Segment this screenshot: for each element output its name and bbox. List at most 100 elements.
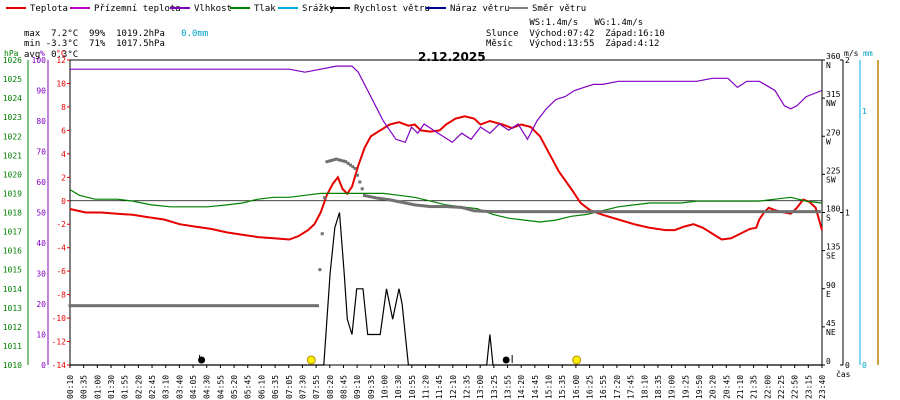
wind-direction-dot xyxy=(225,304,229,308)
time-tick-label: 12:35 xyxy=(463,375,472,399)
wind-direction-dot xyxy=(277,304,281,308)
legend-item-teplota: Teplota xyxy=(6,4,68,14)
wind-direction-dot xyxy=(73,304,77,308)
wind-direction-dot xyxy=(191,304,195,308)
wind-direction-dot xyxy=(533,210,537,214)
wind-direction-dot xyxy=(556,210,560,214)
wind-direction-dot xyxy=(509,210,513,214)
wind-direction-dot xyxy=(410,202,414,206)
legend-item-smer-vetru: Směr větru xyxy=(508,4,586,14)
wind-direction-dot xyxy=(559,210,563,214)
wind-direction-dot xyxy=(595,210,599,214)
wind-direction-dot xyxy=(710,210,714,214)
wind-direction-dot xyxy=(645,210,649,214)
wind-direction-dot xyxy=(212,304,216,308)
pressure-tick-label: 1021 xyxy=(3,151,22,160)
wind-direction-dot xyxy=(457,205,461,209)
time-tick-label: 22:25 xyxy=(777,375,786,399)
wind-direction-dot xyxy=(298,304,302,308)
wind-direction-dot xyxy=(266,304,270,308)
time-tick-label: 21:35 xyxy=(750,375,759,399)
wind-direction-dot xyxy=(423,204,427,208)
wind-direction-dot xyxy=(499,210,503,214)
wind-direction-dot xyxy=(233,304,236,308)
wind-direction-dot xyxy=(405,201,409,205)
wind-direction-dot xyxy=(89,304,93,308)
wind-direction-dot xyxy=(325,160,329,164)
time-tick-label: 14:45 xyxy=(531,375,540,399)
time-tick-label: 07:30 xyxy=(298,375,307,399)
pressure-tick-label: 1023 xyxy=(3,113,22,122)
time-tick-label: 09:10 xyxy=(353,375,362,399)
wind-direction-dot xyxy=(689,210,693,214)
series-line-humidity xyxy=(70,65,823,144)
wind-direction-dot xyxy=(78,304,82,308)
dir-tick-name: W xyxy=(826,137,831,146)
wind-direction-dot xyxy=(348,163,352,167)
time-tick-label: 22:00 xyxy=(763,375,772,399)
wind-direction-dot xyxy=(339,158,343,162)
wind-direction-dot xyxy=(310,304,314,308)
wind-direction-dot xyxy=(280,304,283,308)
wind-direction-dot xyxy=(812,210,816,214)
stats-max-precip: 0.0mm xyxy=(181,28,209,39)
temp-tick-label: -4 xyxy=(56,244,66,253)
dir-tick-name: NE xyxy=(826,328,836,337)
wind-direction-dot xyxy=(261,304,265,308)
wind-direction-dot xyxy=(385,197,389,201)
temp-tick-label: 4 xyxy=(61,150,66,159)
wind-direction-dot xyxy=(472,209,476,213)
wind-direction-dot xyxy=(183,304,187,308)
wind-direction-dot xyxy=(535,210,539,214)
stats-max-values: max 7.2°C 99% 1019.2hPa xyxy=(24,28,165,39)
wind-direction-dot xyxy=(97,304,101,308)
legend-item-rychlost-vetru: Rychlost větru xyxy=(330,4,430,14)
wind-direction-dot xyxy=(658,210,662,214)
wind-direction-dot xyxy=(201,304,205,308)
wind-direction-dot xyxy=(588,210,592,214)
time-tick-label: 17:20 xyxy=(613,375,622,399)
wind-direction-dot xyxy=(684,210,688,214)
wind-direction-dot xyxy=(614,210,618,214)
pressure-tick-label: 1026 xyxy=(3,56,22,65)
humidity-tick-label: 80 xyxy=(36,117,46,126)
wind-direction-dot xyxy=(465,207,469,211)
chart-date: 2.12.2025 xyxy=(418,50,486,64)
wind-direction-dot xyxy=(162,304,166,308)
wind-direction-dot xyxy=(624,210,628,214)
wind-direction-dot xyxy=(76,304,80,308)
wind-direction-dot xyxy=(567,210,571,214)
pressure-tick-label: 1015 xyxy=(3,266,22,275)
wind-direction-dot xyxy=(695,210,699,214)
pressure-tick-label: 1020 xyxy=(3,170,22,179)
wind-direction-dot xyxy=(308,304,312,308)
wind-direction-dot xyxy=(157,304,161,308)
wind-direction-dot xyxy=(653,210,657,214)
wind-direction-dot xyxy=(274,304,278,308)
wind-direction-dot xyxy=(259,304,263,308)
wind-direction-dot xyxy=(507,210,511,214)
wind-direction-dot xyxy=(744,210,748,214)
wind-direction-dot xyxy=(320,232,324,236)
legend-label: Srážky xyxy=(302,4,335,14)
wind-direction-dot xyxy=(522,210,526,214)
wind-direction-dot xyxy=(601,210,605,214)
wind-direction-dot xyxy=(736,210,740,214)
wind-direction-dot xyxy=(551,210,555,214)
time-tick-label: 07:55 xyxy=(312,375,321,399)
legend-swatch-tlak xyxy=(230,6,250,9)
wind-direction-dot xyxy=(789,210,793,214)
time-tick-label: 19:50 xyxy=(695,375,704,399)
wind-direction-dot xyxy=(501,210,505,214)
wind-direction-dot xyxy=(431,205,435,209)
time-tick-label: 20:45 xyxy=(722,375,731,399)
wind-direction-dot xyxy=(287,304,291,308)
wind-direction-dot xyxy=(760,210,764,214)
wind-direction-dot xyxy=(227,304,231,308)
humidity-tick-label: 30 xyxy=(36,270,46,279)
wind-direction-dot xyxy=(491,210,495,214)
wind-direction-dot xyxy=(606,210,610,214)
wind-direction-dot xyxy=(415,203,419,207)
series-line-temp xyxy=(69,115,823,241)
wind-direction-dot xyxy=(470,208,474,212)
